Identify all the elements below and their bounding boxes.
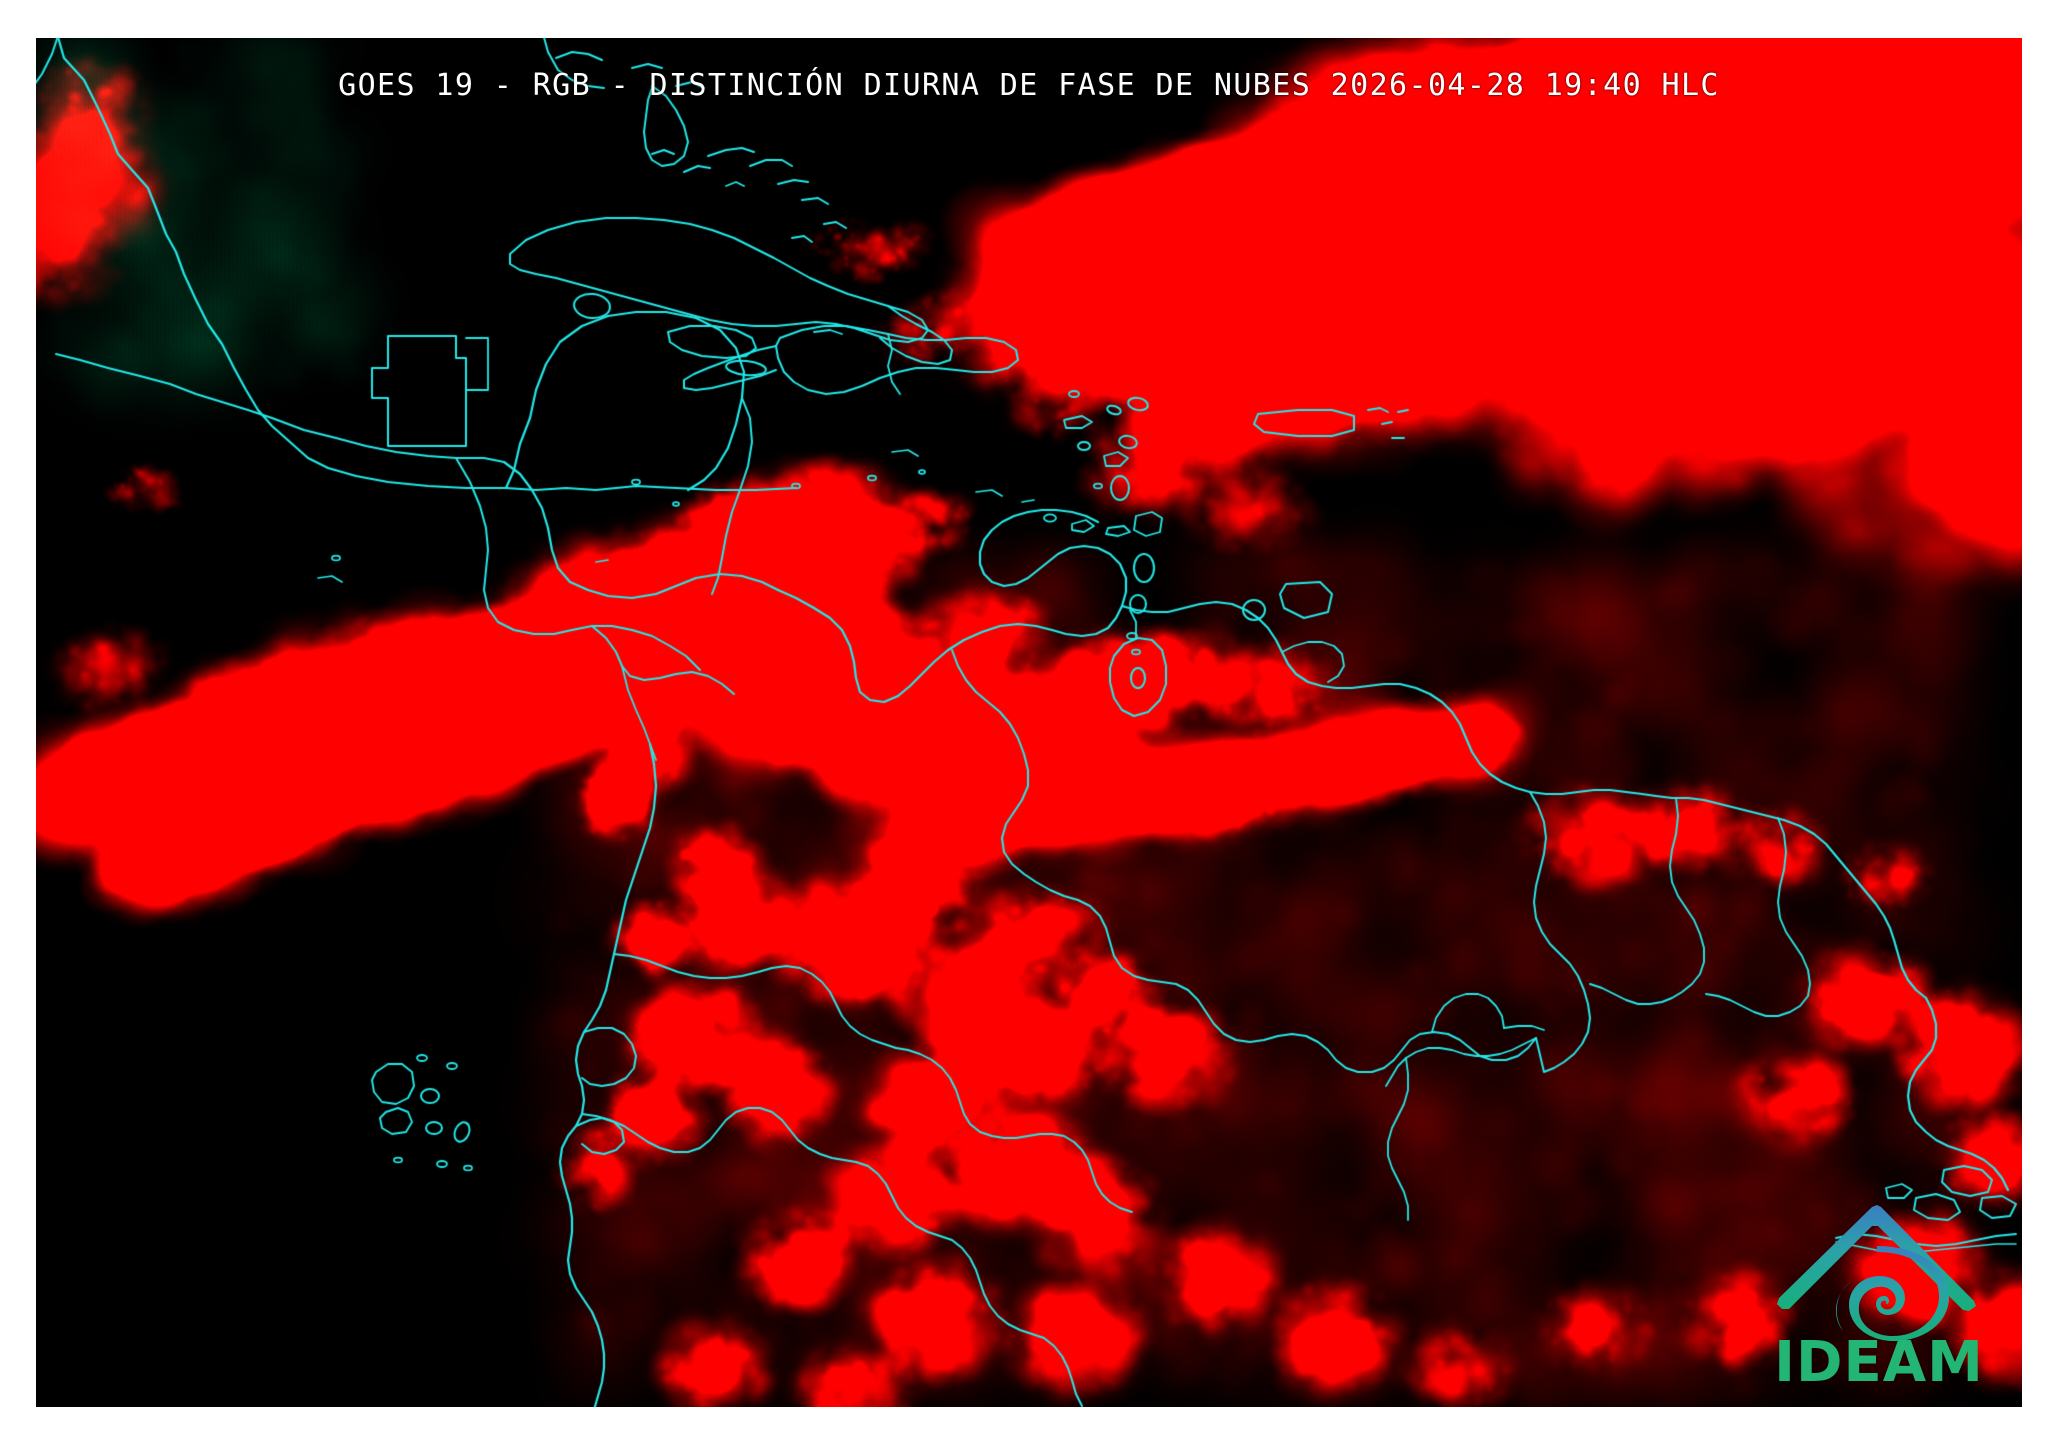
satellite-rgb-cloud-phase-canvas	[36, 38, 2022, 1407]
satellite-image-frame: GOES 19 - RGB - DISTINCIÓN DIURNA DE FAS…	[36, 38, 2022, 1407]
